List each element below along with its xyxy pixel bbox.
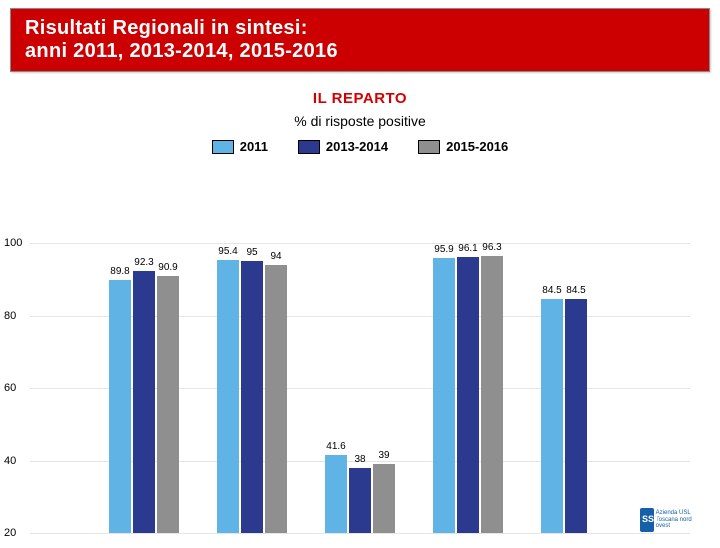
chart-bar: 92.3 <box>133 271 155 533</box>
chart-bar: 41.6 <box>325 455 347 533</box>
bar-value-label: 38 <box>354 454 365 465</box>
legend-label: 2011 <box>240 139 268 154</box>
title-line-2: anni 2011, 2013-2014, 2015-2016 <box>25 40 695 63</box>
bar-value-label: 39 <box>378 450 389 461</box>
bar-group: 89.892.390.9 <box>108 271 180 533</box>
chart-bar: 94 <box>265 265 287 533</box>
legend-item-2011: 2011 <box>212 139 268 154</box>
chart-bar: 38 <box>349 468 371 533</box>
bar-group: 95.996.196.3 <box>432 256 504 533</box>
bar-group: 95.49594 <box>216 260 288 533</box>
sst-logo: Azienda USL Toscana nord ovest <box>640 502 706 538</box>
bar-value-label: 94 <box>270 251 281 262</box>
chart-bar: 95.9 <box>433 258 455 533</box>
y-axis-label: 20 <box>4 527 16 539</box>
bar-value-label: 96.1 <box>458 243 477 254</box>
bar-value-label: 96.3 <box>482 242 501 253</box>
bar-value-label: 84.5 <box>566 285 585 296</box>
section-title: IL REPARTO <box>0 90 720 107</box>
bar-value-label: 92.3 <box>134 257 153 268</box>
chart-bar: 96.3 <box>481 256 503 533</box>
subtitle: % di risposte positive <box>0 113 720 129</box>
chart-bar: 89.8 <box>109 280 131 533</box>
legend-label: 2013-2014 <box>326 139 388 154</box>
legend-item-2015-2016: 2015-2016 <box>418 139 508 154</box>
chart-legend: 2011 2013-2014 2015-2016 <box>0 139 720 154</box>
bar-value-label: 95 <box>246 247 257 258</box>
chart-bar: 95 <box>241 261 263 533</box>
legend-label: 2015-2016 <box>446 139 508 154</box>
title-line-1: Risultati Regionali in sintesi: <box>25 17 695 40</box>
bar-value-label: 41.6 <box>326 441 345 452</box>
bar-value-label: 90.9 <box>158 262 177 273</box>
y-axis-label: 40 <box>4 455 16 467</box>
chart-bar: 95.4 <box>217 260 239 533</box>
y-axis-label: 80 <box>4 310 16 322</box>
logo-mark-icon <box>640 508 654 532</box>
grid-line <box>30 243 690 244</box>
legend-item-2013-2014: 2013-2014 <box>298 139 388 154</box>
bar-value-label: 89.8 <box>110 266 129 277</box>
title-bar: Risultati Regionali in sintesi: anni 201… <box>10 8 710 72</box>
grid-line <box>30 533 690 534</box>
chart-bar: 96.1 <box>457 257 479 533</box>
chart-bar: 90.9 <box>157 276 179 533</box>
chart-bar: 84.5 <box>565 299 587 533</box>
bar-value-label: 84.5 <box>542 285 561 296</box>
bar-group: 84.584.5 <box>540 299 588 533</box>
y-axis-label: 100 <box>4 237 22 249</box>
chart-bar: 39 <box>373 464 395 533</box>
legend-swatch-icon <box>212 140 234 154</box>
logo-text: Azienda USL Toscana nord ovest <box>656 510 706 530</box>
chart-bar: 84.5 <box>541 299 563 533</box>
bar-group: 41.63839 <box>324 455 396 533</box>
bar-value-label: 95.9 <box>434 244 453 255</box>
y-axis-label: 60 <box>4 382 16 394</box>
bar-chart: 2040608010089.892.390.995.4959441.638399… <box>30 243 690 533</box>
legend-swatch-icon <box>298 140 320 154</box>
legend-swatch-icon <box>418 140 440 154</box>
bar-value-label: 95.4 <box>218 246 237 257</box>
